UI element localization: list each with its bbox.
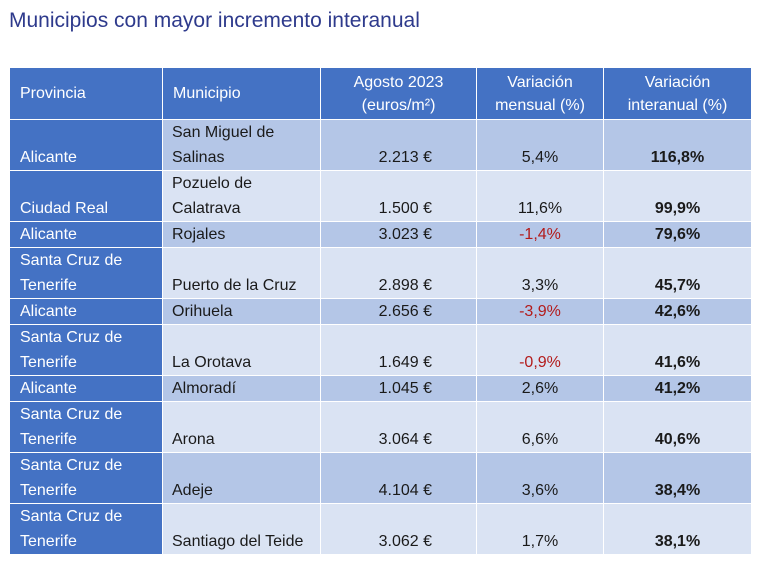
- cell-variacion-interanual: 99,9%: [603, 170, 752, 222]
- table-row: Santa Cruz de Tenerife Arona 3.064 €6,6% 40…: [9, 401, 752, 453]
- cell-provincia: Santa Cruz de Tenerife: [9, 324, 163, 376]
- cell-municipio: Rojales: [162, 221, 321, 248]
- table-row: Alicante San Miguel de Salinas 2.213 €5,4%…: [9, 119, 752, 171]
- cell-municipio: Pozuelo de Calatrava: [162, 170, 321, 222]
- cell-precio: 4.104 €: [320, 452, 477, 504]
- header-interanual-line2: interanual (%): [627, 96, 728, 114]
- cell-provincia: Santa Cruz de Tenerife: [9, 503, 163, 555]
- cell-variacion-mensual: 5,4%: [476, 119, 604, 171]
- cell-variacion-mensual: -1,4%: [476, 221, 604, 248]
- cell-precio: 2.213 €: [320, 119, 477, 171]
- cell-variacion-interanual: 79,6%: [603, 221, 752, 248]
- table-row: Alicante Rojales 3.023 € -1,4% 79,6%: [9, 221, 752, 248]
- cell-municipio: Santiago del Teide: [162, 503, 321, 555]
- cell-provincia: Santa Cruz de Tenerife: [9, 247, 163, 299]
- cell-variacion-interanual: 40,6%: [603, 401, 752, 453]
- cell-variacion-interanual: 116,8%: [603, 119, 752, 171]
- cell-municipio: San Miguel de Salinas: [162, 119, 321, 171]
- header-interanual-line1: Variación: [644, 73, 711, 91]
- cell-provincia: Alicante: [9, 298, 163, 325]
- cell-provincia: Santa Cruz de Tenerife: [9, 401, 163, 453]
- header-row: Provincia Municipio Agosto 2023 (euros/m…: [9, 67, 752, 120]
- cell-provincia: Alicante: [9, 375, 163, 402]
- cell-municipio: Arona: [162, 401, 321, 453]
- cell-precio: 1.500 €: [320, 170, 477, 222]
- cell-provincia: Santa Cruz de Tenerife: [9, 452, 163, 504]
- data-table: Provincia Municipio Agosto 2023 (euros/m…: [9, 67, 752, 555]
- header-agosto-line1: Agosto 2023: [353, 73, 444, 91]
- header-mensual: Variación mensual (%): [476, 67, 604, 120]
- cell-variacion-interanual: 41,6%: [603, 324, 752, 376]
- cell-municipio: Puerto de la Cruz: [162, 247, 321, 299]
- table-row: Ciudad Real Pozuelo de Calatrava 1.500 €11…: [9, 170, 752, 222]
- cell-municipio: Adeje: [162, 452, 321, 504]
- cell-variacion-mensual: 3,6%: [476, 452, 604, 504]
- cell-variacion-interanual: 41,2%: [603, 375, 752, 402]
- cell-precio: 2.656 €: [320, 298, 477, 325]
- cell-variacion-mensual: 11,6%: [476, 170, 604, 222]
- header-agosto-line2: (euros/m²): [361, 96, 436, 114]
- cell-variacion-mensual: 3,3%: [476, 247, 604, 299]
- table-row: Santa Cruz de Tenerife La Orotava 1.649 € -…: [9, 324, 752, 376]
- table-row: Alicante Almoradí 1.045 €2,6% 41,2%: [9, 375, 752, 402]
- cell-precio: 2.898 €: [320, 247, 477, 299]
- cell-municipio: Almoradí: [162, 375, 321, 402]
- cell-variacion-interanual: 45,7%: [603, 247, 752, 299]
- cell-provincia: Alicante: [9, 221, 163, 248]
- cell-precio: 1.649 €: [320, 324, 477, 376]
- header-agosto: Agosto 2023 (euros/m²): [320, 67, 477, 120]
- cell-variacion-interanual: 42,6%: [603, 298, 752, 325]
- cell-provincia: Alicante: [9, 119, 163, 171]
- cell-precio: 3.062 €: [320, 503, 477, 555]
- cell-variacion-mensual: -0,9%: [476, 324, 604, 376]
- header-mensual-line2: mensual (%): [495, 96, 585, 114]
- header-mensual-line1: Variación: [507, 73, 573, 91]
- cell-variacion-mensual: -3,9%: [476, 298, 604, 325]
- cell-precio: 3.064 €: [320, 401, 477, 453]
- table-row: Santa Cruz de Tenerife Puerto de la Cruz 2…: [9, 247, 752, 299]
- cell-municipio: La Orotava: [162, 324, 321, 376]
- cell-variacion-interanual: 38,1%: [603, 503, 752, 555]
- cell-variacion-interanual: 38,4%: [603, 452, 752, 504]
- cell-variacion-mensual: 1,7%: [476, 503, 604, 555]
- cell-variacion-mensual: 2,6%: [476, 375, 604, 402]
- table-row: Santa Cruz de Tenerife Adeje 4.104 €3,6% 38…: [9, 452, 752, 504]
- table-row: Alicante Orihuela 2.656 € -3,9% 42,6%: [9, 298, 752, 325]
- header-interanual: Variación interanual (%): [603, 67, 752, 120]
- cell-municipio: Orihuela: [162, 298, 321, 325]
- page-title: Municipios con mayor incremento interanu…: [9, 9, 420, 32]
- header-provincia: Provincia: [9, 67, 163, 120]
- cell-variacion-mensual: 6,6%: [476, 401, 604, 453]
- table-row: Santa Cruz de Tenerife Santiago del Teide…: [9, 503, 752, 555]
- cell-precio: 1.045 €: [320, 375, 477, 402]
- header-municipio: Municipio: [162, 67, 321, 120]
- cell-provincia: Ciudad Real: [9, 170, 163, 222]
- cell-precio: 3.023 €: [320, 221, 477, 248]
